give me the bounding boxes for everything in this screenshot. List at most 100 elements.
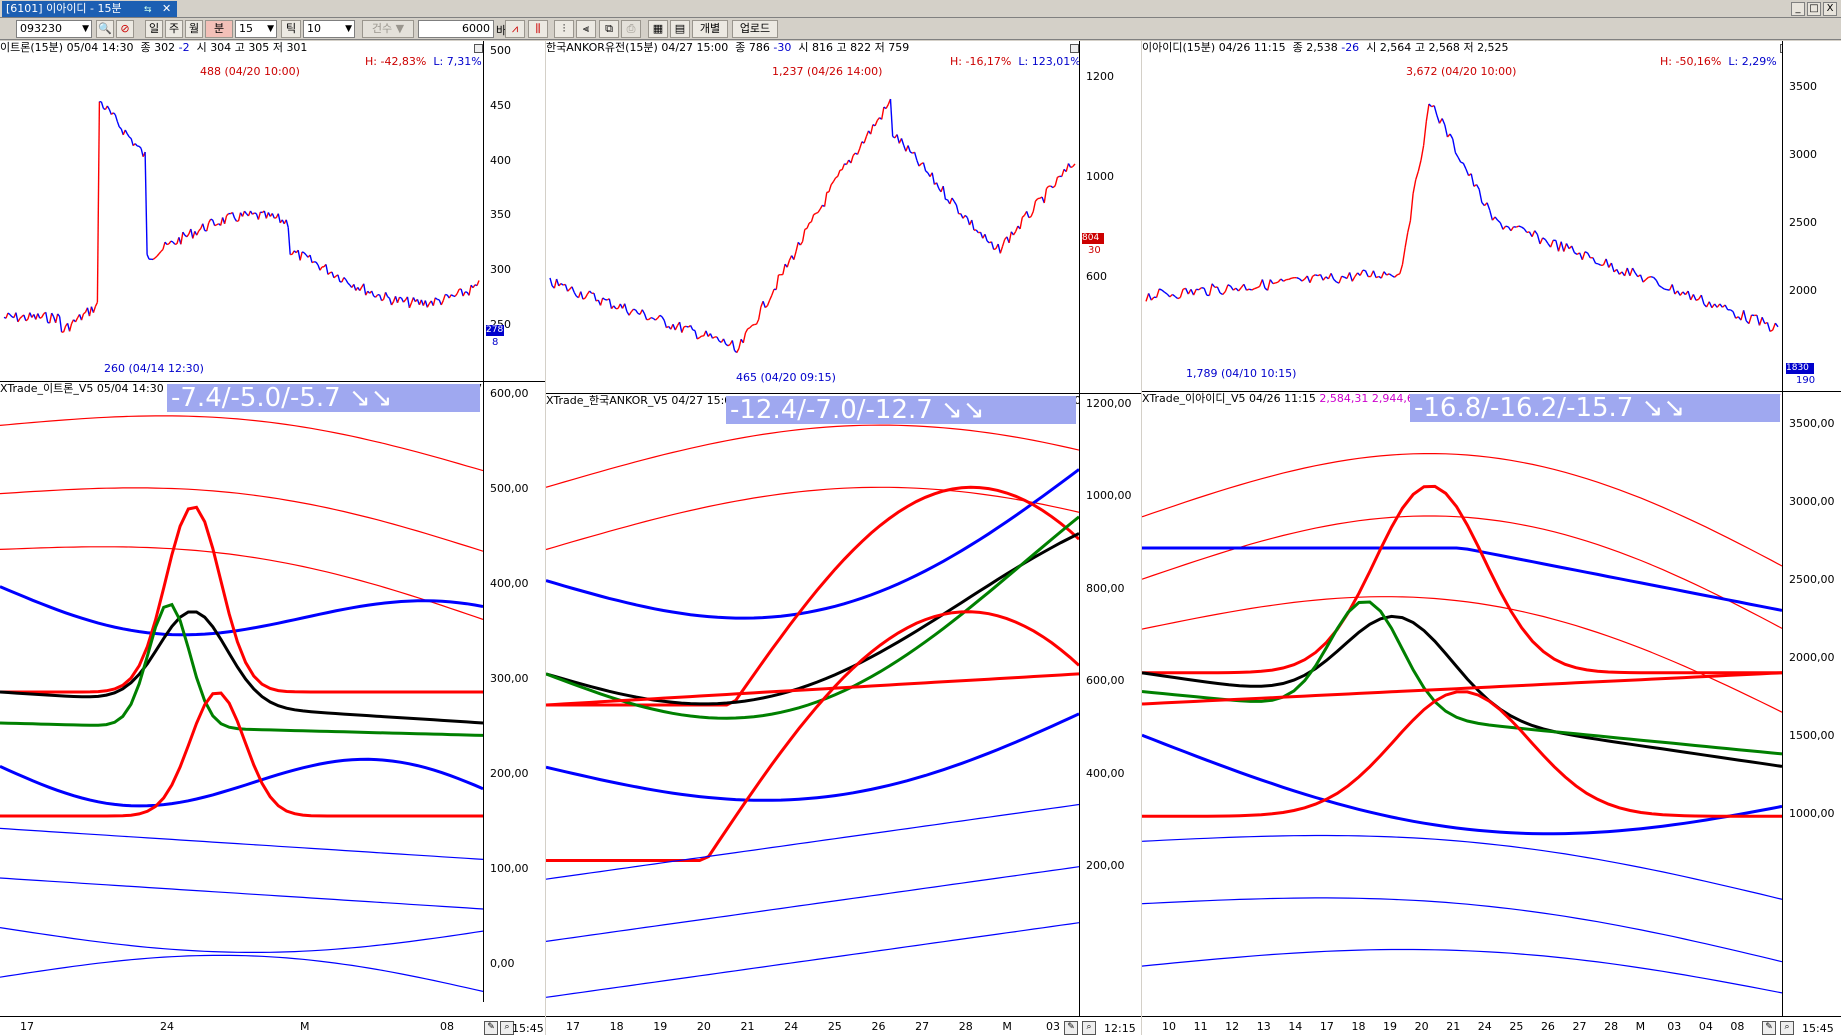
pane-divider[interactable] — [1142, 391, 1841, 392]
price-segment — [396, 297, 401, 304]
price-segment — [806, 222, 810, 229]
indicator-line — [546, 866, 1079, 942]
change-value: -30 — [773, 41, 792, 54]
price-segment — [223, 215, 228, 225]
price-segment — [88, 306, 93, 317]
price-segment — [1333, 278, 1337, 283]
price-segment — [678, 321, 683, 333]
price-segment — [1065, 163, 1070, 172]
high-value: 2,568 — [1428, 41, 1460, 54]
search-icon[interactable]: 🔍 — [96, 20, 114, 38]
price-segment — [263, 210, 268, 219]
count-select[interactable]: 건수 ▼ — [362, 20, 414, 38]
indicator-line — [1142, 515, 1782, 629]
high-value: 822 — [850, 41, 872, 54]
upload-button[interactable]: 업로드 — [732, 20, 778, 38]
individual-button[interactable]: 개별 — [692, 20, 728, 38]
price-segment — [955, 204, 960, 214]
title-bar: [6101] 이아이디 - 15분 ⇆ ✕ _ □ X — [0, 0, 1841, 18]
price-chart[interactable] — [0, 41, 483, 381]
indicator-line — [1142, 690, 1782, 818]
indicator-icon[interactable]: ⫷ — [576, 20, 596, 38]
price-segment — [1266, 279, 1271, 291]
low-note: 465 (04/20 09:15) — [736, 371, 836, 384]
price-segment — [15, 312, 19, 323]
pane-divider[interactable] — [0, 381, 545, 382]
price-segment — [808, 221, 812, 224]
price-segment — [468, 285, 472, 296]
price-segment — [1190, 288, 1195, 296]
panel-menu-icon[interactable] — [1070, 44, 1079, 53]
indicator-line — [0, 415, 483, 472]
price-segment — [971, 219, 975, 231]
price-segment — [1327, 273, 1332, 280]
grid-icon[interactable]: ▤ — [670, 20, 690, 38]
price-segment — [1489, 209, 1494, 221]
copy-icon[interactable]: ⧉ — [599, 20, 619, 38]
count-input[interactable]: 6000 — [418, 20, 494, 38]
indicator-line — [546, 610, 1079, 862]
stock-code-select[interactable]: 093230 ▼ — [16, 20, 92, 38]
price-segment — [1198, 287, 1202, 291]
pen-icon[interactable]: ✎ — [1064, 1021, 1078, 1035]
period-tick-button[interactable]: 틱 — [281, 20, 301, 38]
zoom-icon[interactable]: ⌕ — [1780, 1021, 1794, 1035]
close-tab-icon[interactable]: ✕ — [162, 2, 172, 15]
tick-value: 10 — [307, 22, 321, 35]
price-chart[interactable] — [1142, 41, 1782, 391]
time-axis-tick: 17 — [566, 1020, 580, 1033]
hl-info: H: -42,83% L: 7,31% — [365, 55, 482, 68]
minute-select[interactable]: 15 ▼ — [235, 20, 277, 38]
zoom-icon[interactable]: ⌕ — [1082, 1021, 1096, 1035]
link-icon[interactable]: ⇆ — [144, 5, 152, 15]
time-axis-tick: 17 — [1319, 1020, 1334, 1033]
minimize-button[interactable]: _ — [1791, 2, 1805, 16]
price-segment — [363, 283, 367, 296]
window-tab[interactable]: [6101] 이아이디 - 15분 ⇆ ✕ — [2, 1, 177, 17]
period-day-button[interactable]: 일 — [145, 20, 163, 38]
price-segment — [1650, 276, 1654, 279]
indicator-chart[interactable] — [1142, 392, 1782, 1016]
indicator-chart[interactable] — [546, 394, 1079, 1016]
price-segment — [993, 248, 997, 251]
restore-button[interactable]: □ — [1807, 2, 1821, 16]
price-segment — [186, 233, 190, 238]
minute-value: 15 — [239, 22, 253, 35]
print-icon[interactable]: ⎙ — [621, 20, 641, 38]
pen-icon[interactable]: ✎ — [484, 1021, 498, 1035]
price-segment — [37, 313, 41, 319]
time-axis: 17 18 19 20 21 24 25 26 27 28 M 03 — [546, 1016, 1141, 1035]
panel-menu-icon[interactable] — [474, 44, 483, 53]
pen-icon[interactable]: ✎ — [1762, 1021, 1776, 1035]
price-segment — [454, 293, 458, 297]
price-chart[interactable] — [546, 41, 1079, 393]
price-segment — [96, 101, 101, 303]
indicator-chart[interactable] — [0, 382, 483, 1002]
price-segment — [1182, 287, 1186, 290]
period-week-button[interactable]: 주 — [165, 20, 183, 38]
bar-chart-icon[interactable]: ⫶ — [554, 20, 574, 38]
layout-icon[interactable]: ▦ — [648, 20, 668, 38]
candle-chart-icon[interactable]: ⫼ — [528, 20, 548, 38]
price-segment — [190, 228, 194, 239]
price-segment — [1542, 237, 1546, 241]
price-segment — [1761, 317, 1766, 324]
close-button[interactable]: X — [1823, 2, 1837, 16]
price-segment — [233, 217, 238, 222]
price-segment — [388, 298, 393, 306]
price-segment — [1465, 168, 1470, 176]
price-segment — [997, 243, 1001, 254]
price-segment — [1735, 316, 1739, 319]
chart-line-icon[interactable]: ⩘ — [505, 20, 525, 38]
tick-select[interactable]: 10 ▼ — [303, 20, 355, 38]
search-clear-icon[interactable]: ⊘ — [116, 20, 134, 38]
period-minute-button[interactable]: 분 — [205, 20, 233, 38]
price-segment — [1054, 177, 1059, 186]
period-month-button[interactable]: 월 — [185, 20, 203, 38]
price-segment — [718, 340, 722, 343]
price-segment — [1272, 282, 1276, 285]
pane-divider[interactable] — [546, 393, 1141, 394]
price-segment — [716, 336, 720, 342]
price-axis-tick: 100,00 — [490, 862, 529, 875]
price-segment — [192, 231, 196, 239]
